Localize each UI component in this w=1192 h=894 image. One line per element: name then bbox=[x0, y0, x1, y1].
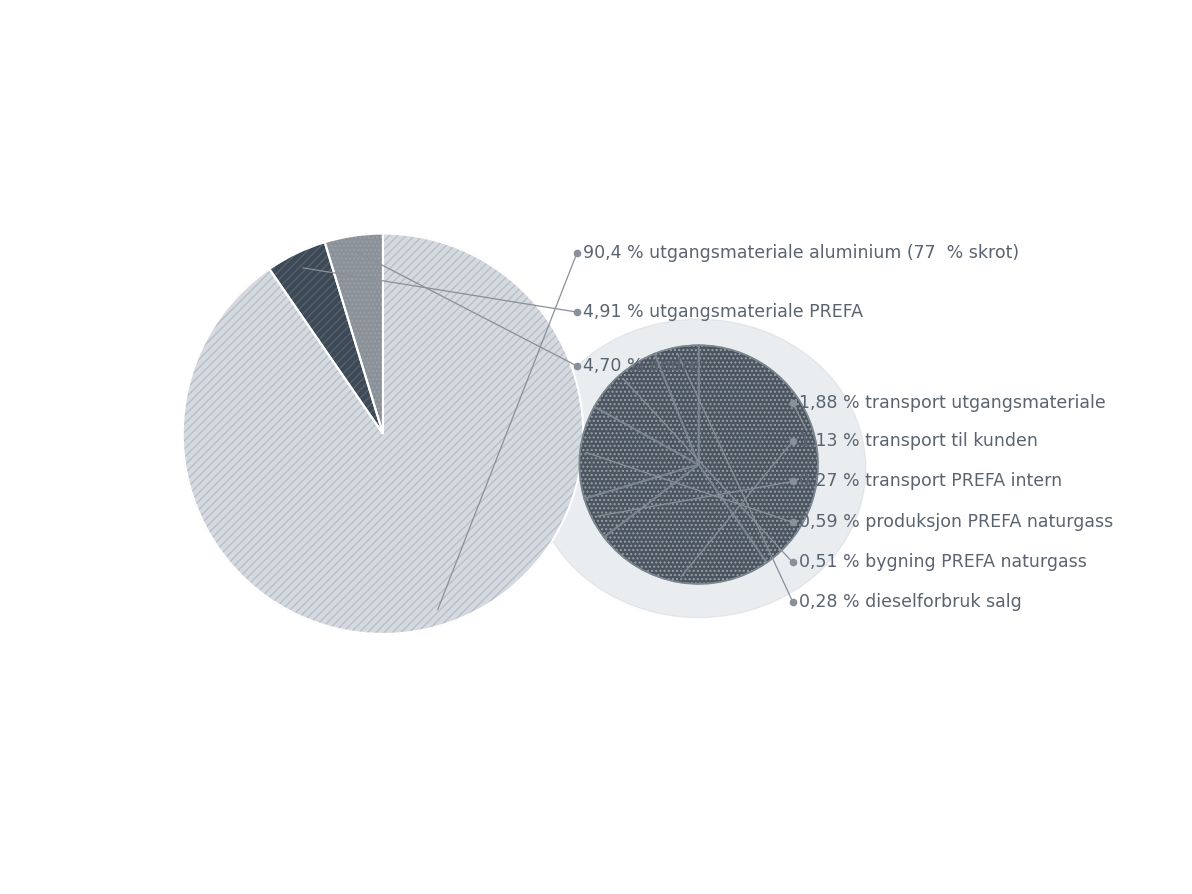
Wedge shape bbox=[324, 233, 383, 434]
Ellipse shape bbox=[532, 319, 865, 618]
Wedge shape bbox=[595, 354, 699, 465]
Text: 4,70 % andre:: 4,70 % andre: bbox=[583, 357, 706, 375]
Wedge shape bbox=[654, 345, 699, 465]
Wedge shape bbox=[584, 465, 699, 537]
Text: 0,28 % dieselforbruk salg: 0,28 % dieselforbruk salg bbox=[799, 593, 1022, 611]
Text: 0,59 % produksjon PREFA naturgass: 0,59 % produksjon PREFA naturgass bbox=[799, 513, 1113, 531]
Wedge shape bbox=[604, 465, 766, 584]
Text: 1,88 % transport utgangsmateriale: 1,88 % transport utgangsmateriale bbox=[799, 394, 1105, 412]
Wedge shape bbox=[269, 242, 383, 434]
Wedge shape bbox=[579, 407, 699, 499]
Wedge shape bbox=[182, 233, 583, 634]
Text: 4,91 % utgangsmateriale PREFA: 4,91 % utgangsmateriale PREFA bbox=[583, 303, 863, 321]
Text: 0,27 % transport PREFA intern: 0,27 % transport PREFA intern bbox=[799, 473, 1062, 491]
Text: 0,51 % bygning PREFA naturgass: 0,51 % bygning PREFA naturgass bbox=[799, 553, 1087, 571]
Text: 1,13 % transport til kunden: 1,13 % transport til kunden bbox=[799, 433, 1038, 451]
Text: 90,4 % utgangsmateriale aluminium (77  % skrot): 90,4 % utgangsmateriale aluminium (77 % … bbox=[583, 244, 1019, 262]
Wedge shape bbox=[699, 345, 818, 562]
